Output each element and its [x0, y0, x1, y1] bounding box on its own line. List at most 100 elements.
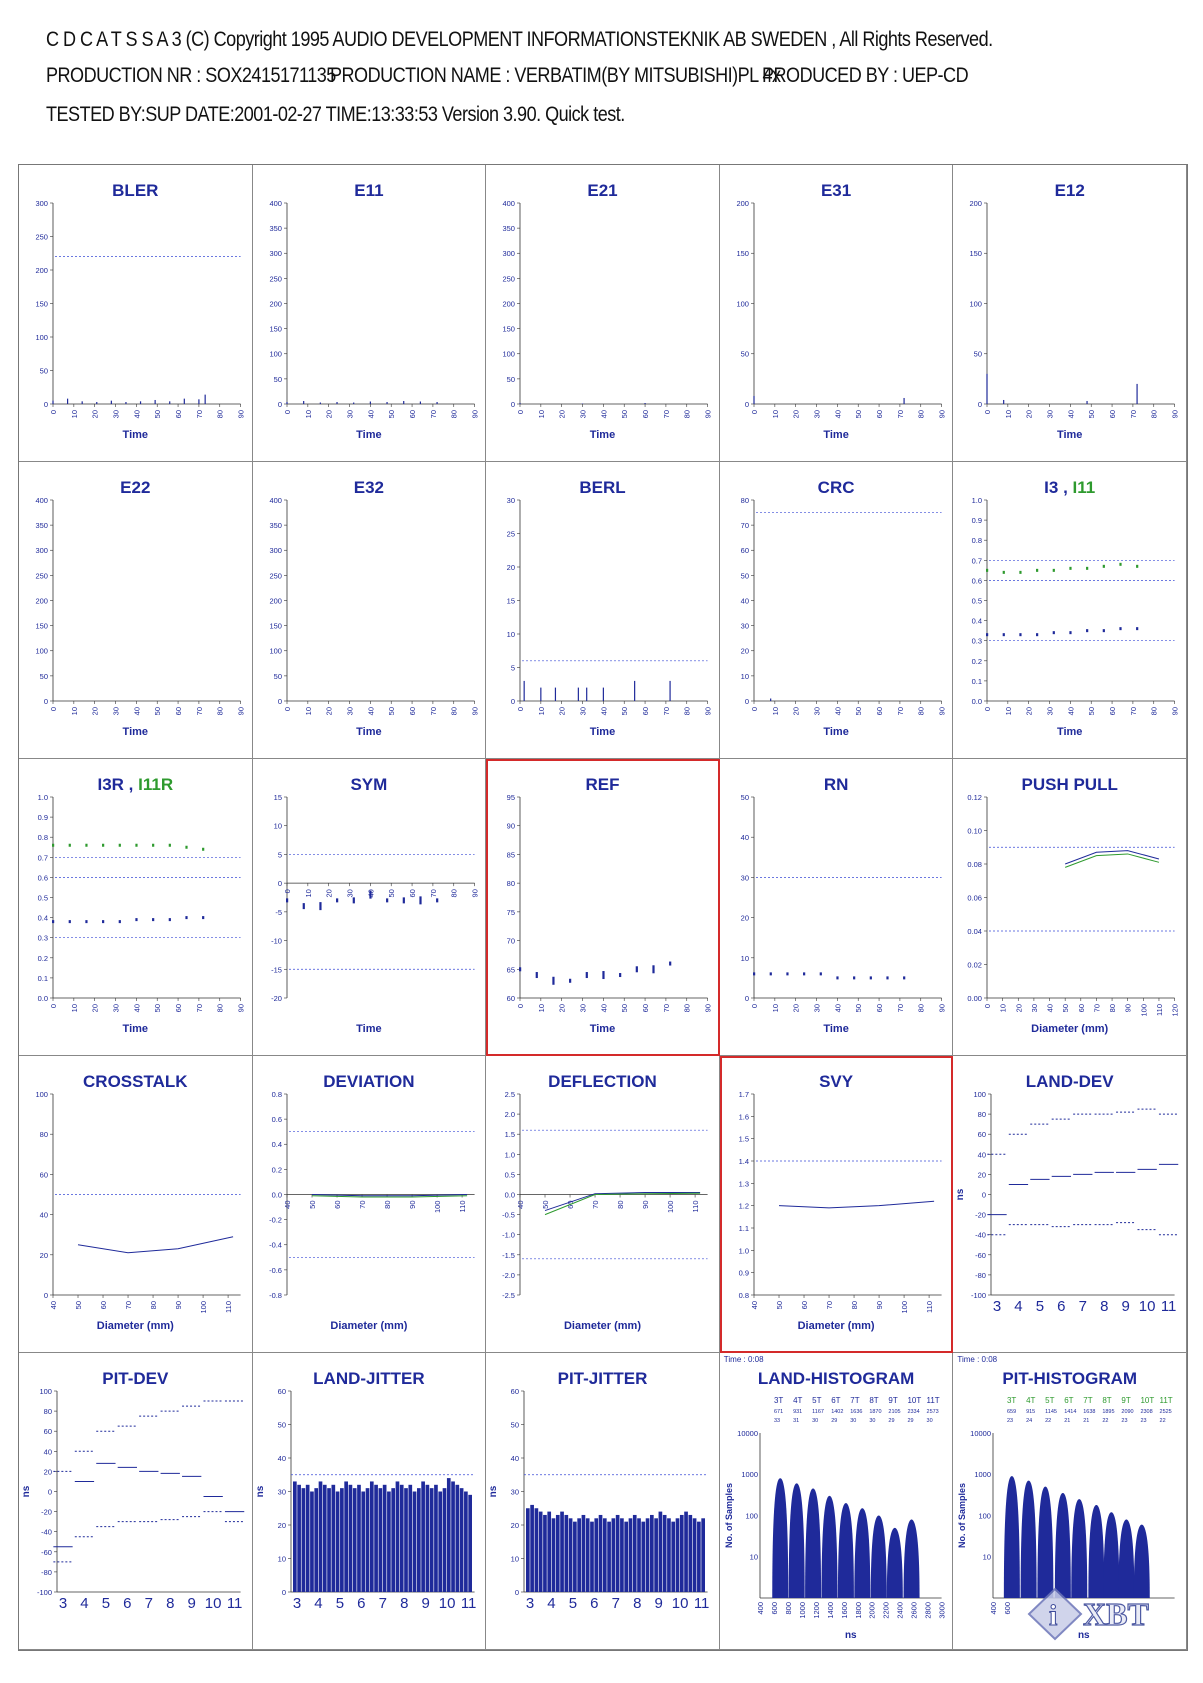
x-tick-label: 10 — [70, 410, 79, 418]
y-tick-label: 0 — [745, 994, 749, 1003]
y-tick-label: 0.2 — [271, 1165, 281, 1174]
x-tick-label: 4 — [80, 1595, 88, 1612]
y-tick-label: 0.0 — [271, 1191, 281, 1200]
y-tick-label: 0.7 — [972, 556, 982, 565]
x-tick-label: 40 — [1046, 1004, 1055, 1012]
series-label: 7T — [1084, 1396, 1093, 1405]
bar — [399, 1484, 404, 1592]
y-tick-label: 400 — [503, 199, 515, 208]
y-tick-label: 0 — [978, 400, 982, 409]
y-tick-label: 30 — [511, 1488, 519, 1497]
y-tick-label: 100 — [39, 1387, 52, 1396]
y-tick-label: 0.5 — [505, 1170, 515, 1179]
bar — [633, 1514, 637, 1592]
y-tick-label: 0.3 — [972, 637, 982, 646]
chart-title: E12 — [953, 181, 1186, 201]
x-tick-label: 11 — [227, 1595, 243, 1612]
histogram-peak — [1004, 1476, 1021, 1598]
chart-plot: 0 50 100 150 200 250 300 350 400 0 10 20 30 40 50 60 70 8… — [503, 199, 713, 418]
data-point — [352, 897, 355, 904]
peak-position-label: 1414 — [1065, 1409, 1077, 1415]
x-tick-label: 20 — [91, 1004, 100, 1012]
y-tick-label: 300 — [35, 546, 48, 555]
bar — [675, 1518, 680, 1592]
data-point — [118, 920, 121, 924]
histogram-peak — [854, 1508, 871, 1598]
bar — [331, 1484, 335, 1592]
y-tick-label: 40 — [40, 1211, 48, 1220]
x-tick-label: 10 — [672, 1595, 689, 1612]
series-label: 5T — [1046, 1396, 1055, 1405]
chart-title: DEFLECTION — [486, 1072, 719, 1092]
x-tick-label: 3 — [526, 1595, 534, 1612]
x-tick-label: 90 — [237, 410, 246, 418]
y-tick-label: 100 — [745, 1511, 758, 1520]
x-tick-label: 50 — [620, 1004, 629, 1012]
y-tick-label: 150 — [736, 249, 749, 258]
x-tick-label: 9 — [1122, 1298, 1130, 1315]
peak-position-label: 2334 — [907, 1409, 919, 1415]
y-tick-label: 1.0 — [738, 1246, 748, 1255]
x-tick-label: 1200 — [812, 1602, 821, 1619]
data-line — [778, 1200, 934, 1209]
data-line — [311, 1194, 467, 1197]
y-tick-label: 1.6 — [738, 1112, 748, 1121]
svg-text:i: i — [1049, 1599, 1057, 1632]
peak-position-label: 2090 — [1122, 1409, 1134, 1415]
x-tick-label: 50 — [153, 707, 162, 715]
x-tick-label: 60 — [641, 410, 650, 418]
chart-title-text: CRC — [817, 478, 855, 497]
x-tick-label: 8 — [166, 1595, 174, 1612]
bar — [442, 1488, 446, 1592]
x-tick-label: 100 — [433, 1201, 442, 1214]
y-tick-label: 0.4 — [271, 1140, 281, 1149]
y-tick-label: -40 — [41, 1528, 52, 1537]
data-point — [85, 920, 88, 924]
y-tick-label: 0 — [745, 697, 749, 706]
y-tick-label: 0.5 — [38, 894, 48, 903]
y-tick-label: 1.3 — [738, 1179, 748, 1188]
y-tick-label: 0.1 — [38, 974, 48, 983]
x-tick-label: 80 — [850, 1301, 859, 1309]
y-tick-label: 150 — [35, 622, 48, 631]
y-tick-label: 100 — [970, 300, 983, 309]
y-tick-label: 200 — [736, 199, 749, 208]
x-tick-label: 90 — [174, 1301, 183, 1309]
histogram-peak — [1037, 1486, 1054, 1598]
bar — [598, 1514, 603, 1592]
y-tick-label: 0.4 — [38, 914, 48, 923]
y-tick-label: 30 — [740, 873, 748, 882]
y-axis-label: ns — [488, 1485, 499, 1497]
y-tick-label: -1.0 — [502, 1231, 515, 1240]
chart-title-secondary: I11R — [138, 775, 174, 794]
histogram-peak — [903, 1519, 920, 1598]
bar — [547, 1511, 552, 1592]
y-tick-label: 1.4 — [738, 1157, 748, 1166]
x-tick-label: 40 — [516, 1201, 525, 1209]
y-tick-label: 40 — [44, 1447, 52, 1456]
chart-title: E32 — [253, 478, 486, 498]
y-tick-label: 0 — [982, 1191, 986, 1200]
x-tick-label: 10 — [771, 707, 780, 715]
chart-e31: E31 Time 0 50 100 150 200 0 10 20 30 40 50 60 70 80 90 — [719, 165, 954, 462]
y-tick-label: -20 — [976, 1211, 987, 1220]
x-tick-label: 90 — [470, 889, 479, 897]
data-point — [1086, 566, 1089, 570]
y-tick-label: 150 — [269, 622, 282, 631]
x-tick-label: 40 — [132, 410, 141, 418]
y-tick-label: 0 — [44, 697, 48, 706]
series-label: 11T — [926, 1396, 939, 1405]
chart-title-text: E12 — [1054, 181, 1085, 200]
y-tick-label: 40 — [740, 833, 748, 842]
data-point — [118, 843, 121, 847]
y-tick-label: 20 — [507, 563, 515, 572]
y-tick-label: 150 — [269, 325, 282, 334]
histogram-peak — [870, 1515, 887, 1598]
y-tick-label: 20 — [740, 647, 748, 656]
y-tick-label: 60 — [740, 546, 748, 555]
peak-position-label: 1167 — [812, 1409, 824, 1415]
x-tick-label: 100 — [666, 1201, 675, 1214]
data-point — [1019, 570, 1022, 574]
y-tick-label: 65 — [507, 965, 515, 974]
histogram-peak — [804, 1488, 821, 1598]
